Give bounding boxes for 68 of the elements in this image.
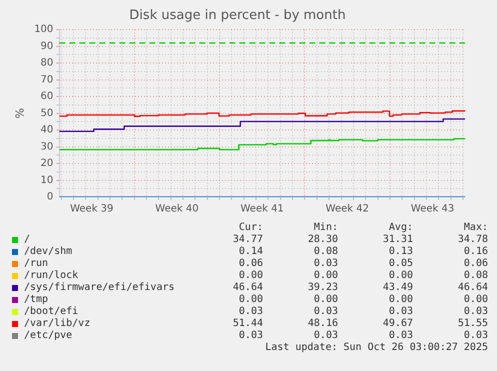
text: 0.06 (238, 258, 263, 270)
text: Max: (462, 222, 488, 234)
text: 0.03 (462, 306, 488, 318)
text: 39.23 (306, 282, 338, 294)
text: 49.67 (382, 318, 413, 330)
y-tick-label: 50 (40, 108, 54, 119)
text: Min: (312, 222, 338, 234)
x-tick-label: Week 41 (240, 204, 284, 215)
text: 0.14 (238, 246, 263, 258)
y-tick-label: 100 (34, 24, 54, 36)
text: 48.16 (306, 318, 338, 330)
text: 0.03 (312, 306, 338, 318)
y-tick-label: 10 (40, 174, 54, 186)
text: 46.64 (232, 282, 263, 294)
y-tick-label: 80 (40, 58, 54, 69)
legend-label: /var/lib/vz (24, 318, 92, 330)
text: 0.00 (462, 294, 488, 306)
text: Last update: Sun Oct 26 03:00:27 2025 (264, 342, 488, 354)
legend-label: /tmp (24, 294, 50, 306)
legend-label: /boot/efi (24, 306, 80, 318)
text: 0.00 (388, 270, 413, 282)
y-tick-label: 30 (40, 141, 54, 152)
text: 0.00 (312, 270, 338, 282)
legend-label: /sys/firmware/efi/efivars (24, 282, 176, 294)
text: Avg: (388, 222, 413, 234)
text: 0.03 (238, 330, 263, 342)
text: 0.05 (388, 258, 413, 270)
text: 0.03 (312, 258, 338, 270)
text: 51.55 (456, 318, 488, 330)
x-tick-label: Week 39 (70, 204, 114, 215)
y-tick-label: 60 (40, 91, 54, 102)
text: 0.08 (462, 270, 488, 282)
legend-label: /run/lock (24, 270, 80, 282)
text: 0.06 (462, 258, 488, 270)
text: 0.03 (388, 306, 413, 318)
chart-title: Disk usage in percent - by month (129, 8, 346, 24)
text: 31.31 (382, 234, 413, 246)
text: 0.00 (388, 294, 413, 306)
text: 0.03 (238, 306, 263, 318)
x-tick-label: Week 43 (410, 204, 454, 215)
y-tick-label: 20 (40, 158, 54, 170)
x-tick-label: Week 40 (155, 204, 199, 215)
text: 28.30 (306, 234, 338, 246)
legend-label: / (24, 234, 32, 246)
text: 0.16 (462, 246, 488, 258)
text: Cur: (238, 222, 263, 234)
text: 0.08 (312, 246, 338, 258)
legend-label: /dev/shm (24, 246, 74, 258)
text: 0.03 (388, 330, 413, 342)
text: 43.49 (382, 282, 413, 294)
text: 0.00 (312, 294, 338, 306)
text: 46.64 (456, 282, 488, 294)
legend-label: /etc/pve (24, 330, 74, 342)
y-tick-label: 40 (40, 124, 54, 136)
legend-label: /run (24, 258, 50, 270)
text: 51.44 (232, 318, 263, 330)
y-tick-label: 90 (40, 40, 54, 52)
text: 0.00 (238, 294, 263, 306)
text: 34.78 (456, 234, 488, 246)
x-tick-label: Week 42 (326, 204, 369, 215)
y-tick-label: 0 (46, 192, 54, 203)
text: 0.03 (312, 330, 338, 342)
text: 0.03 (462, 330, 488, 342)
text: 0.00 (238, 270, 263, 282)
text: 34.77 (232, 234, 263, 246)
text: 0.13 (388, 246, 413, 258)
y-axis-title: % (13, 108, 26, 119)
y-tick-label: 70 (40, 74, 54, 86)
